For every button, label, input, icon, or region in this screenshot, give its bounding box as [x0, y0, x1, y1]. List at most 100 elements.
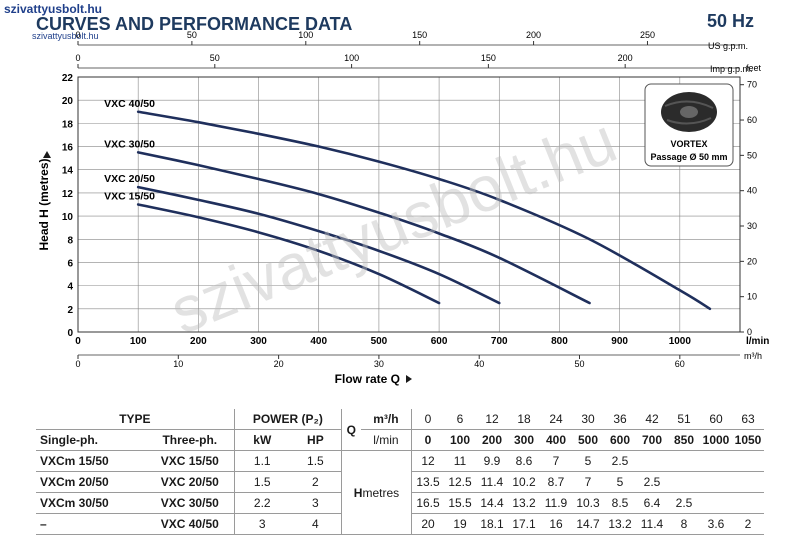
head-value	[700, 492, 732, 514]
impeller-vane-icon	[664, 100, 714, 125]
lmin-value: 400	[540, 429, 572, 451]
head-value	[732, 471, 764, 493]
x-unit-label: l/min	[746, 336, 769, 347]
three-phase-model: VXC 20/50	[145, 471, 235, 493]
brand-url: szivattyusbolt.hu	[32, 31, 99, 41]
m3h-value: 12	[476, 409, 508, 430]
y-tick-label: 18	[62, 119, 74, 130]
head-value	[732, 450, 764, 472]
single-phase-model: VXCm 20/50	[36, 471, 146, 493]
usgpm-tick-label: 200	[526, 30, 541, 40]
head-value: 8.6	[508, 450, 540, 472]
series-label: VXC 30/50	[104, 138, 155, 150]
x-tick-label: 900	[611, 336, 628, 347]
usgpm-tick-label: 0	[75, 30, 80, 40]
m3h-tick-label: 40	[474, 359, 484, 369]
head-value: 5	[604, 471, 636, 493]
lmin-value: 500	[572, 429, 604, 451]
head-value	[700, 471, 732, 493]
usgpm-tick-label: 150	[412, 30, 427, 40]
x-tick-label: 600	[431, 336, 448, 347]
head-value: 7	[572, 471, 604, 493]
usgpm-unit-label: US g.p.m.	[708, 41, 748, 51]
y-tick-label: 20	[62, 96, 74, 107]
hp-header: HP	[289, 429, 342, 451]
m3h-tick-label: 50	[575, 359, 585, 369]
x-tick-label: 0	[75, 336, 81, 347]
m3h-value: 36	[604, 409, 636, 430]
power-hp: 3	[289, 492, 342, 514]
head-value: 13.5	[411, 471, 444, 493]
head-value: 10.2	[508, 471, 540, 493]
x-tick-label: 700	[491, 336, 508, 347]
inset-label: VORTEX	[670, 139, 707, 149]
q-header: Q	[341, 409, 361, 451]
feet-tick-label: 30	[747, 221, 757, 231]
single-phase-model: –	[36, 513, 146, 535]
head-value	[668, 471, 700, 493]
head-value: 19	[444, 513, 476, 535]
m3h-value: 18	[508, 409, 540, 430]
y-axis-arrow-icon	[43, 151, 51, 158]
impgpm-tick-label: 150	[481, 53, 496, 63]
head-value: 5	[572, 450, 604, 472]
m3h-unit-header: m³/h	[360, 409, 412, 430]
head-value: 14.4	[476, 492, 508, 514]
head-value: 13.2	[508, 492, 540, 514]
y-tick-label: 4	[67, 282, 73, 293]
lmin-value: 1000	[700, 429, 732, 451]
x-tick-label: 400	[310, 336, 327, 347]
x-tick-label: 500	[371, 336, 388, 347]
m3h-tick-label: 10	[173, 359, 183, 369]
m3h-value: 63	[732, 409, 764, 430]
feet-tick-label: 50	[747, 150, 757, 160]
power-hp: 4	[289, 513, 342, 535]
table-row: VXCm 30/50 VXC 30/50 2.2 3 16.5 15.5 14.4 13.2 1…	[36, 492, 764, 514]
table-row: VXCm 20/50 VXC 20/50 1.5 2 13.5 12.5 11.4 10.2 8…	[36, 471, 764, 493]
m3h-tick-label: 20	[274, 359, 284, 369]
m3h-tick-label: 0	[75, 359, 80, 369]
x-tick-label: 800	[551, 336, 568, 347]
table-row: – VXC 40/50 3 4 20 19 18.1 17.1 16 14.7 13.2 11.4 8 3…	[36, 513, 764, 535]
curve-vxc-15-50	[136, 203, 441, 305]
usgpm-tick-label: 50	[187, 30, 197, 40]
single-phase-model: VXCm 30/50	[36, 492, 146, 514]
three-phase-model: VXC 40/50	[145, 513, 235, 535]
inset-caption: Passage Ø 50 mm	[650, 152, 727, 162]
three-phase-header: Three-ph.	[145, 429, 235, 451]
curve-vxc-40-50	[136, 110, 712, 311]
head-value: 2.5	[668, 492, 700, 514]
power-header: POWER (P₂)	[234, 409, 342, 430]
head-letter: H	[353, 485, 363, 500]
usgpm-tick-label: 100	[298, 30, 313, 40]
y-tick-label: 2	[67, 305, 73, 316]
three-phase-model: VXC 30/50	[145, 492, 235, 514]
head-value	[732, 492, 764, 514]
head-value: 6.4	[636, 492, 668, 514]
lmin-value: 600	[604, 429, 636, 451]
single-phase-header: Single-ph.	[36, 429, 146, 451]
head-value: 13.2	[604, 513, 636, 535]
head-value: 11	[444, 450, 476, 472]
impgpm-tick-label: 200	[618, 53, 633, 63]
head-value: 14.7	[572, 513, 604, 535]
feet-tick-label: 0	[747, 327, 752, 337]
y-tick-label: 8	[67, 235, 73, 246]
curve-vxc-20-50	[136, 185, 501, 305]
power-kw: 3	[234, 513, 290, 535]
power-kw: 2.2	[234, 492, 290, 514]
y-tick-label: 0	[67, 328, 73, 339]
usgpm-tick-label: 250	[640, 30, 655, 40]
series-label: VXC 40/50	[104, 98, 155, 110]
head-value: 9.9	[476, 450, 508, 472]
impgpm-tick-label: 100	[344, 53, 359, 63]
x-tick-label: 100	[130, 336, 147, 347]
single-phase-model: VXCm 15/50	[36, 450, 146, 472]
head-value: 8.5	[604, 492, 636, 514]
brand-logo-text: szivattyusbolt.hu	[4, 2, 103, 16]
feet-tick-label: 20	[747, 256, 757, 266]
head-value: 20	[411, 513, 444, 535]
x-tick-label: 300	[250, 336, 267, 347]
frequency-label: 50 Hz	[707, 11, 755, 31]
